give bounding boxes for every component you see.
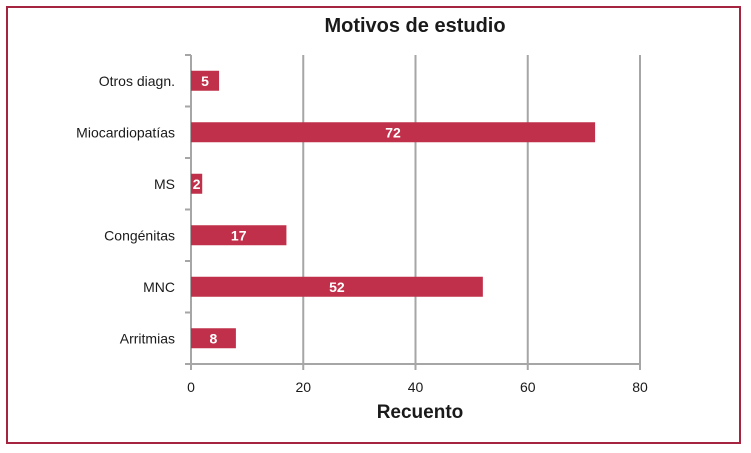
category-label: Arritmias [120,330,175,346]
category-label: Congénitas [104,227,175,243]
bar [191,70,220,91]
bar [191,276,483,297]
bar-value-label: 5 [201,73,209,89]
x-tick-label: 40 [408,379,424,395]
category-label: Miocardiopatías [76,124,175,140]
bar [191,225,287,246]
bar [191,328,236,349]
x-tick-labels: 0 20 40 60 80 [187,379,648,395]
bar-value-label: 8 [210,330,218,346]
category-label: MNC [143,279,175,295]
bar-value-label: 17 [231,227,247,243]
x-tick-label: 20 [295,379,311,395]
bars: 5 72 2 17 52 8 [191,70,596,349]
bar-value-label: 72 [385,124,401,140]
bar-value-label: 52 [329,279,345,295]
bar-value-label: 2 [193,176,201,192]
chart-title: Motivos de estudio [324,15,505,37]
x-tick-label: 0 [187,379,195,395]
chart-frame [6,6,741,444]
category-label: MS [154,176,175,192]
x-tick-label: 80 [632,379,648,395]
grid-lines [302,55,641,364]
category-labels: Otros diagn. Miocardiopatías MS Congénitas M… [76,73,175,347]
bar [191,122,596,143]
category-label: Otros diagn. [99,73,175,89]
x-tick-label: 60 [520,379,536,395]
axes [185,54,641,370]
bar [191,173,203,194]
x-axis-title: Recuento [377,402,464,423]
